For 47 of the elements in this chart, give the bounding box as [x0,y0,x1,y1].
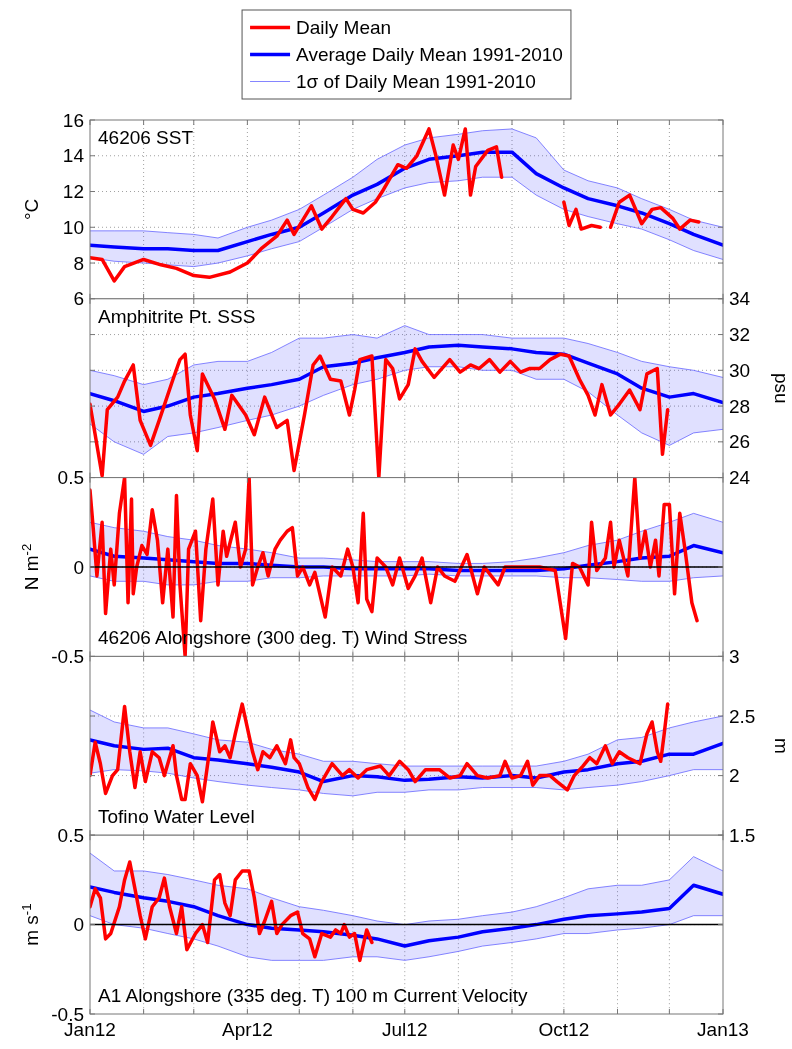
legend-label: Average Daily Mean 1991-2010 [296,44,563,66]
legend-label: 1σ of Daily Mean 1991-2010 [296,71,536,93]
chart-title: 46206 SST [98,127,194,148]
y-tick-label: 32 [729,324,751,346]
y-tick-label: 16 [62,109,84,131]
y-tick-label: 0 [73,556,84,578]
line-series [90,852,723,925]
line-series [90,573,723,586]
y-tick-label: 10 [62,216,84,238]
y-tick-label: 24 [729,467,751,489]
y-axis-title: °C [21,198,42,221]
line-series [90,769,723,797]
y-tick-label: 0 [73,914,84,936]
line-series [90,915,723,961]
y-tick-label: 26 [729,431,751,453]
line-series [90,128,723,239]
x-tick-label: Oct12 [538,1019,590,1040]
text: A1 Alongshore (335 deg. T) 100 m Current Velocity [98,985,528,1006]
y-axis-title: psu [771,372,792,404]
legend-label: Daily Mean [296,17,392,39]
line-series [90,477,699,657]
x-tick-label: Jul12 [382,1019,428,1040]
line-series [90,860,374,963]
line-series [90,347,670,478]
y-tick-label: 30 [729,359,751,381]
y-tick-label: 34 [729,288,751,310]
y-tick-label: -0.5 [51,646,84,668]
y-tick-label: 1.5 [729,824,756,846]
y-tick-label: 28 [729,395,751,417]
y-tick-label: 0.5 [57,824,84,846]
line-series [90,702,670,804]
line-series [90,343,723,414]
y-axis-title: m [771,737,792,754]
line-series [90,325,723,386]
y-tick-label: 8 [73,252,84,274]
x-tick-label: Jan13 [697,1019,749,1040]
y-tick-label: 0.5 [57,467,84,489]
y-tick-label: 3 [729,646,740,668]
y-tick-label: 2 [729,765,740,787]
y-tick-label: 14 [62,145,85,167]
chart-title: Amphitrite Pt. SSS [98,305,256,327]
y-tick-label: 6 [73,288,84,310]
line-series [90,366,723,455]
y-tick-label: 2.5 [729,705,756,727]
y-tick-label: 12 [62,181,84,203]
text: Tofino Water Level [98,806,255,828]
x-tick-label: Apr12 [222,1019,273,1040]
